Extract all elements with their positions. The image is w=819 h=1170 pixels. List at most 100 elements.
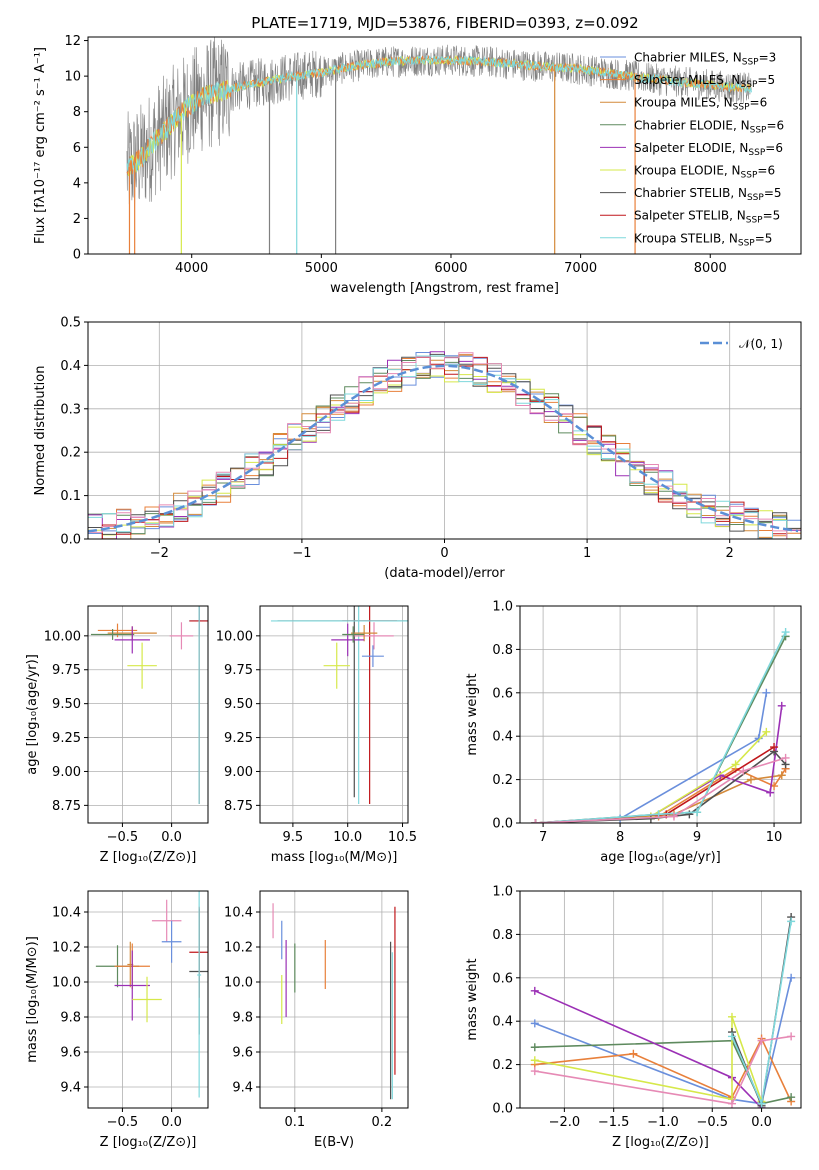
y-tick-label: 2 xyxy=(73,212,81,227)
y-tick-label: 9.75 xyxy=(224,663,253,678)
y-tick-label: 0.2 xyxy=(492,773,513,788)
series-marker xyxy=(777,771,786,780)
axis-group: 4000 5000 6000 7000 8000 0 2 4 6 8 10 12 xyxy=(64,34,726,276)
histograms xyxy=(88,351,801,539)
series-marker xyxy=(739,766,748,775)
series-marker xyxy=(781,628,790,637)
x-tick-label: −0.5 xyxy=(107,1115,139,1130)
series-line xyxy=(535,631,787,823)
y-tick-label: 0.6 xyxy=(492,686,513,701)
mass-weight-metallicity-panel: −2.0 −1.5 −1.0 −0.5 0.0 0.0 0.2 0.4 0.6 0.8 1.0 Z [… xyxy=(465,885,802,1150)
series-marker xyxy=(629,1049,638,1058)
y-tick-label: 0.5 xyxy=(60,316,81,331)
y-tick-label: 10.2 xyxy=(52,941,81,956)
y-tick-label: 0.3 xyxy=(60,402,81,417)
y-axis-label: age [log₁₀(age/yr)] xyxy=(25,654,40,775)
series-marker xyxy=(766,788,775,797)
series-lines xyxy=(531,628,790,823)
y-tick-label: 9.50 xyxy=(52,697,81,712)
x-tick-label: 1 xyxy=(583,546,591,561)
legend-label: Salpeter STELIB, NSSP=5 xyxy=(634,209,780,226)
y-tick-label: 0.6 xyxy=(492,971,513,986)
x-tick-label: 8 xyxy=(616,830,624,845)
y-tick-label: 0 xyxy=(73,248,81,263)
y-tick-label: 0.4 xyxy=(492,1015,513,1030)
x-axis-label: age [log₁₀(age/yr)] xyxy=(600,850,721,865)
mass-extinction-panel: 0.1 0.2 9.4 9.6 9.8 10.0 10.2 10.4 E(B-V) xyxy=(224,890,409,1150)
legend-label: Chabrier MILES, NSSP=3 xyxy=(634,51,776,68)
spectrum-lines xyxy=(126,37,752,254)
y-tick-label: 10.0 xyxy=(224,976,253,991)
legend-label: Kroupa STELIB, NSSP=5 xyxy=(634,231,772,248)
x-tick-label: 7000 xyxy=(564,261,597,276)
x-tick-label: −0.5 xyxy=(696,1115,728,1130)
series-marker xyxy=(787,1032,796,1041)
y-tick-label: 9.25 xyxy=(52,731,81,746)
series-marker xyxy=(762,688,771,697)
y-tick-label: 9.25 xyxy=(224,731,253,746)
error-bars xyxy=(95,891,208,1098)
error-bars xyxy=(272,903,396,1100)
model-spectrum-line xyxy=(126,55,752,172)
series-marker xyxy=(727,1012,736,1021)
y-tick-label: 9.50 xyxy=(224,697,253,712)
x-tick-label: −1.0 xyxy=(647,1115,679,1130)
axis-group: 0.1 0.2 9.4 9.6 9.8 10.0 10.2 10.4 xyxy=(224,891,408,1130)
legend-label: Salpeter MILES, NSSP=5 xyxy=(634,73,775,90)
x-tick-label: 6000 xyxy=(434,261,467,276)
error-bars xyxy=(270,606,408,805)
axes-frame xyxy=(259,890,409,1109)
x-tick-label: −0.5 xyxy=(107,830,139,845)
x-tick-label: 10.0 xyxy=(333,830,362,845)
series-marker xyxy=(530,986,539,995)
x-tick-label: 2 xyxy=(726,546,734,561)
series-marker xyxy=(762,727,771,736)
y-tick-label: 10.00 xyxy=(216,629,253,644)
x-axis-label: E(B-V) xyxy=(314,1135,354,1150)
axis-group: −0.5 0.0 9.4 9.6 9.8 10.0 10.2 10.4 xyxy=(52,891,208,1130)
y-tick-label: 1.0 xyxy=(492,600,513,615)
x-tick-label: 5000 xyxy=(305,261,338,276)
series-line xyxy=(535,731,767,823)
error-bars xyxy=(90,606,208,805)
spectrum-panel: 4000 5000 6000 7000 8000 0 2 4 6 8 10 12 wavelength … xyxy=(33,34,802,296)
y-tick-label: 9.00 xyxy=(224,765,253,780)
series-marker xyxy=(669,812,678,821)
y-tick-label: 0.0 xyxy=(60,533,81,548)
series-line xyxy=(534,1016,763,1102)
legend-label: Kroupa ELODIE, NSSP=6 xyxy=(634,164,775,181)
y-axis-label: Flux [fλ10⁻¹⁷ erg cm⁻² s⁻¹ A⁻¹] xyxy=(33,47,48,244)
y-tick-label: 0.0 xyxy=(492,817,513,832)
y-tick-label: 0.1 xyxy=(60,489,81,504)
x-tick-label: 8000 xyxy=(694,261,727,276)
y-tick-label: 9.4 xyxy=(60,1081,81,1096)
series-line xyxy=(535,757,786,823)
x-tick-label: 0 xyxy=(440,546,448,561)
series-marker xyxy=(757,1036,766,1045)
axis-group: −2.0 −1.5 −1.0 −0.5 0.0 0.0 0.2 0.4 0.6 0.8 1.0 xyxy=(492,885,801,1130)
series-marker xyxy=(727,1032,736,1041)
series-lines xyxy=(530,913,796,1108)
mass-metallicity-panel: −0.5 0.0 9.4 9.6 9.8 10.0 10.2 10.4 Z [log₁₀(Z/Z… xyxy=(25,890,209,1150)
y-tick-label: 8.75 xyxy=(224,799,253,814)
x-axis-label: Z [log₁₀(Z/Z⊙)] xyxy=(100,850,197,865)
x-axis-label: Z [log₁₀(Z/Z⊙)] xyxy=(612,1135,709,1150)
legend-label: 𝒩(0, 1) xyxy=(739,337,783,351)
figure-title: PLATE=1719, MJD=53876, FIBERID=0393, z=0… xyxy=(251,14,638,32)
x-axis-label: (data-model)/error xyxy=(384,566,505,581)
series-marker xyxy=(727,1099,736,1108)
y-tick-label: 6 xyxy=(73,141,81,156)
y-tick-label: 0.2 xyxy=(492,1058,513,1073)
age-mass-panel: 9.5 10.0 10.5 8.75 9.00 9.25 9.50 9.75 10.00 mass… xyxy=(216,605,417,865)
y-axis-label: Normed distribution xyxy=(33,366,48,496)
series-marker xyxy=(693,808,702,817)
observed-spectrum-line xyxy=(126,37,752,208)
y-tick-label: 9.8 xyxy=(232,1011,253,1026)
y-tick-label: 0.8 xyxy=(492,643,513,658)
x-tick-label: −1.5 xyxy=(598,1115,630,1130)
series-marker xyxy=(530,1067,539,1076)
y-tick-label: 9.8 xyxy=(60,1011,81,1026)
y-tick-label: 9.4 xyxy=(232,1081,253,1096)
x-axis-label: wavelength [Angstrom, rest frame] xyxy=(330,281,559,296)
